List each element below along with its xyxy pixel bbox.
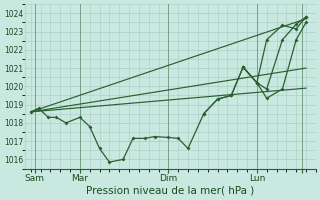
- X-axis label: Pression niveau de la mer( hPa ): Pression niveau de la mer( hPa ): [86, 186, 254, 196]
